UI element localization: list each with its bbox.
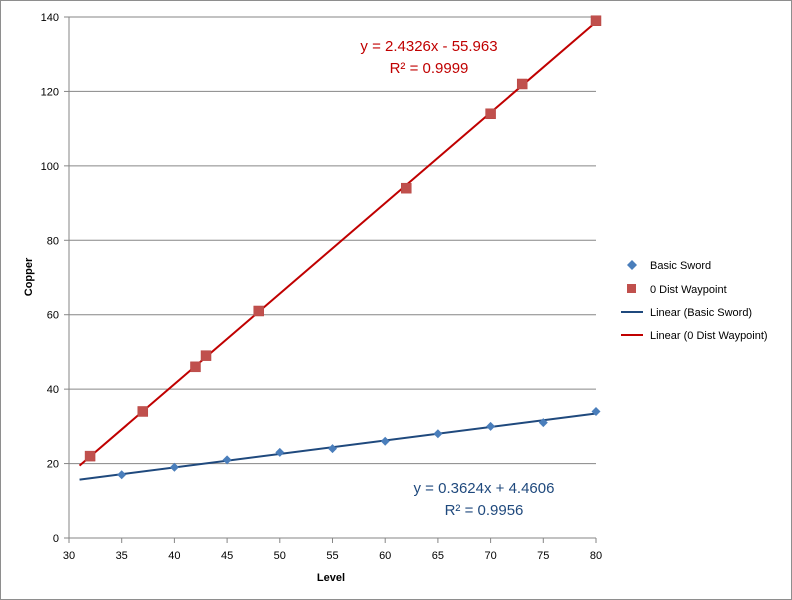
x-axis-title: Level (317, 572, 345, 584)
x-tick-label-70: 70 (484, 550, 496, 562)
data-point-series1-3 (200, 350, 212, 361)
trendlines (78, 21, 597, 481)
data-point-series1-8 (590, 15, 602, 26)
x-tick-label-30: 30 (63, 550, 75, 562)
sword-r-squared-label: R² = 0.9956 (445, 502, 524, 519)
trendline-1 (78, 21, 597, 467)
x-tick-label-45: 45 (221, 550, 233, 562)
y-tick-label-120: 120 (41, 86, 59, 98)
data-point-series0-1 (169, 462, 179, 472)
data-point-series1-5 (401, 182, 412, 194)
sword-equation-label: y = 0.3624x + 4.4606 (414, 480, 555, 497)
data-point-series0-9 (591, 406, 601, 416)
x-tick-label-60: 60 (379, 550, 391, 562)
y-tick-labels: 0 20 40 60 80 100 120 140 (41, 12, 59, 545)
data-point-series0-3 (275, 447, 285, 457)
x-tick-label-35: 35 (116, 550, 128, 562)
data-point-series1-7 (516, 78, 528, 90)
gridlines (69, 16, 596, 465)
data-markers (84, 15, 602, 480)
waypoint-r-squared-label: R² = 0.9999 (390, 60, 469, 77)
legend-item-linear-0-dist-waypoint: Linear (0 Dist Waypoint) (621, 330, 768, 342)
legend: Basic Sword 0 Dist Waypoint Linear (Basi… (621, 260, 768, 342)
trendline-0 (79, 412, 597, 481)
data-point-series0-5 (380, 436, 390, 446)
axes (64, 16, 597, 543)
data-point-series1-6 (485, 108, 496, 120)
y-tick-label-20: 20 (47, 459, 59, 471)
data-point-series0-2 (222, 455, 232, 465)
x-tick-label-75: 75 (537, 550, 549, 562)
data-point-series1-1 (137, 406, 149, 417)
data-point-series0-8 (538, 418, 548, 428)
legend-item-0-dist-waypoint: 0 Dist Waypoint (627, 284, 727, 296)
square-marker-icon (627, 284, 636, 293)
y-tick-label-140: 140 (41, 12, 59, 24)
y-axis-title: Copper (23, 257, 35, 296)
diamond-marker-icon (627, 260, 637, 270)
legend-label-linear-0-dist-waypoint: Linear (0 Dist Waypoint) (650, 330, 768, 342)
data-point-series0-7 (486, 421, 496, 431)
y-tick-label-60: 60 (47, 310, 59, 322)
y-tick-label-80: 80 (47, 235, 59, 247)
y-tick-label-0: 0 (53, 533, 59, 545)
legend-label-basic-sword: Basic Sword (650, 260, 711, 272)
data-point-series0-0 (117, 470, 127, 480)
legend-label-linear-basic-sword: Linear (Basic Sword) (650, 307, 752, 319)
x-tick-label-55: 55 (326, 550, 338, 562)
x-tick-label-80: 80 (590, 550, 602, 562)
y-tick-label-40: 40 (47, 384, 59, 396)
x-tick-label-65: 65 (432, 550, 444, 562)
y-tick-label-100: 100 (41, 161, 59, 173)
data-point-series1-0 (84, 450, 96, 462)
legend-item-linear-basic-sword: Linear (Basic Sword) (621, 307, 752, 319)
data-point-series1-2 (190, 361, 201, 373)
data-point-series0-6 (433, 429, 443, 439)
waypoint-equation-label: y = 2.4326x - 55.963 (360, 38, 497, 55)
data-point-series0-4 (328, 444, 337, 454)
legend-label-0-dist-waypoint: 0 Dist Waypoint (650, 284, 727, 296)
x-tick-label-40: 40 (168, 550, 180, 562)
data-point-series1-4 (253, 305, 264, 317)
legend-item-basic-sword: Basic Sword (627, 260, 711, 272)
x-tick-labels: 30 35 40 45 50 55 60 65 70 75 80 (63, 550, 602, 562)
x-tick-label-50: 50 (274, 550, 286, 562)
